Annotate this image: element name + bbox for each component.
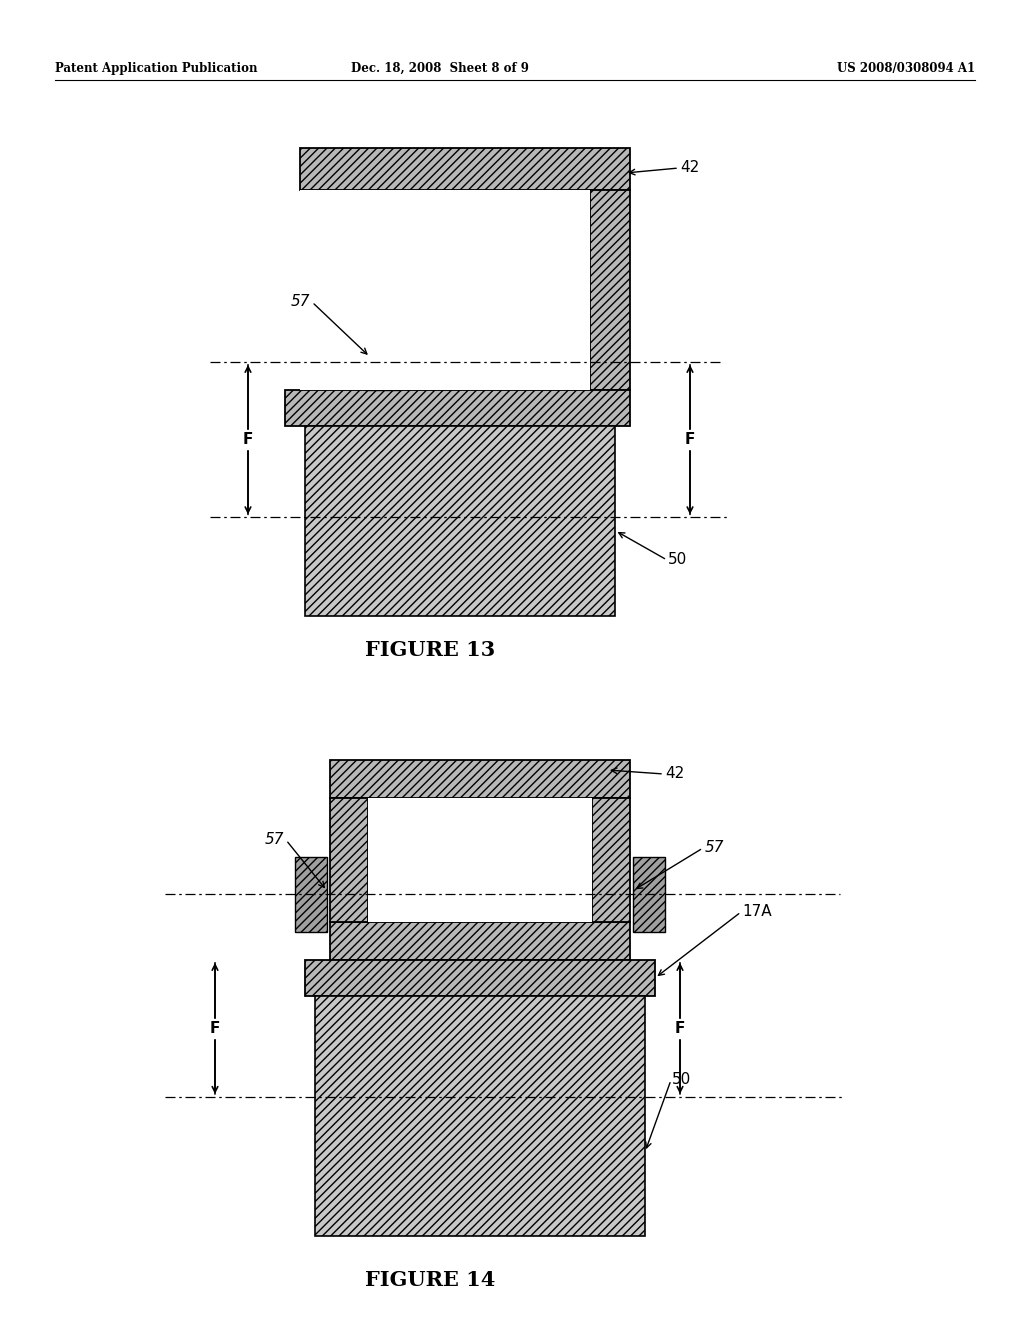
Text: 50: 50 — [672, 1072, 691, 1088]
Bar — [368, 799, 592, 921]
Text: Dec. 18, 2008  Sheet 8 of 9: Dec. 18, 2008 Sheet 8 of 9 — [351, 62, 529, 75]
Text: US 2008/0308094 A1: US 2008/0308094 A1 — [837, 62, 975, 75]
Bar — [285, 389, 630, 426]
Bar — [305, 426, 615, 616]
Text: FIGURE 13: FIGURE 13 — [365, 640, 496, 660]
Text: F: F — [675, 1020, 685, 1036]
Text: 57: 57 — [291, 294, 310, 309]
Bar — [295, 857, 327, 932]
Bar — [330, 921, 630, 960]
Bar — [590, 190, 630, 389]
Text: 17A: 17A — [742, 904, 772, 920]
Text: F: F — [210, 1020, 220, 1036]
Text: 57: 57 — [264, 833, 284, 847]
Bar — [305, 960, 655, 997]
Text: Patent Application Publication: Patent Application Publication — [55, 62, 257, 75]
Text: 42: 42 — [665, 767, 684, 781]
Bar — [633, 857, 665, 932]
Text: F: F — [685, 432, 695, 447]
Text: 42: 42 — [680, 161, 699, 176]
Text: 57: 57 — [705, 841, 725, 855]
Bar — [365, 335, 401, 389]
Text: F: F — [243, 432, 253, 447]
Bar — [330, 760, 630, 799]
Text: FIGURE 14: FIGURE 14 — [365, 1270, 496, 1290]
Bar — [300, 148, 630, 190]
Bar — [592, 799, 630, 921]
Text: 50: 50 — [668, 553, 687, 568]
Bar — [315, 997, 645, 1236]
Bar — [300, 190, 590, 389]
Bar — [330, 799, 368, 921]
